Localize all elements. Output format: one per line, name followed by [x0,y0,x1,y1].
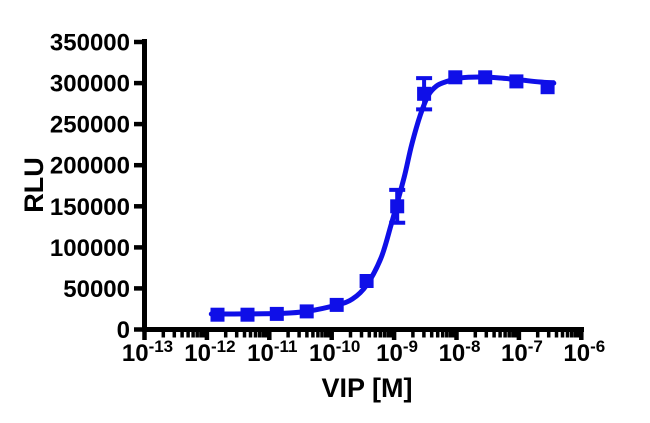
data-points [210,70,555,322]
axes [142,39,584,332]
fit-curve [208,74,557,317]
data-point-marker [210,307,225,322]
y-tick-label: 0 [117,317,130,344]
y-tick-label: 300000 [50,71,130,98]
data-point-marker [417,86,432,101]
y-tick-label: 100000 [50,235,130,262]
x-tick-label: 10-11 [247,337,297,367]
x-tick-label: 10-10 [309,337,360,367]
y-axis-title: RLU [19,157,49,213]
x-tick-label: 10-13 [122,337,173,367]
data-point-marker [299,304,314,319]
x-tick-label: 10-9 [376,337,418,367]
x-tick-label: 10-12 [184,337,235,367]
y-tick-label: 150000 [50,194,130,221]
y-axis-ticks: 0 50000 100000 150000 200000 250000 300000 3500… [50,30,142,344]
x-axis-ticks: 10-13 10-12 10-11 10-10 10-9 10-8 10-7 10-6 [122,332,605,367]
data-point-marker [448,70,463,85]
data-point-marker [478,70,493,85]
y-tick-label: 200000 [50,153,130,180]
data-point-marker [269,306,284,321]
y-tick-label: 250000 [50,112,130,139]
data-point-marker [390,199,405,214]
x-tick-label: 10-8 [439,337,481,367]
data-point-marker [359,274,374,288]
x-tick-label: 10-7 [501,337,543,367]
data-point-marker [329,297,344,312]
x-tick-label: 10-6 [563,337,605,367]
x-axis-title: VIP [M] [321,373,412,403]
data-point-marker [540,80,555,95]
y-tick-label: 350000 [50,30,130,57]
y-tick-label: 50000 [63,276,130,303]
data-point-marker [509,74,524,89]
data-point-marker [240,307,255,322]
fit-curve-path [208,74,557,317]
